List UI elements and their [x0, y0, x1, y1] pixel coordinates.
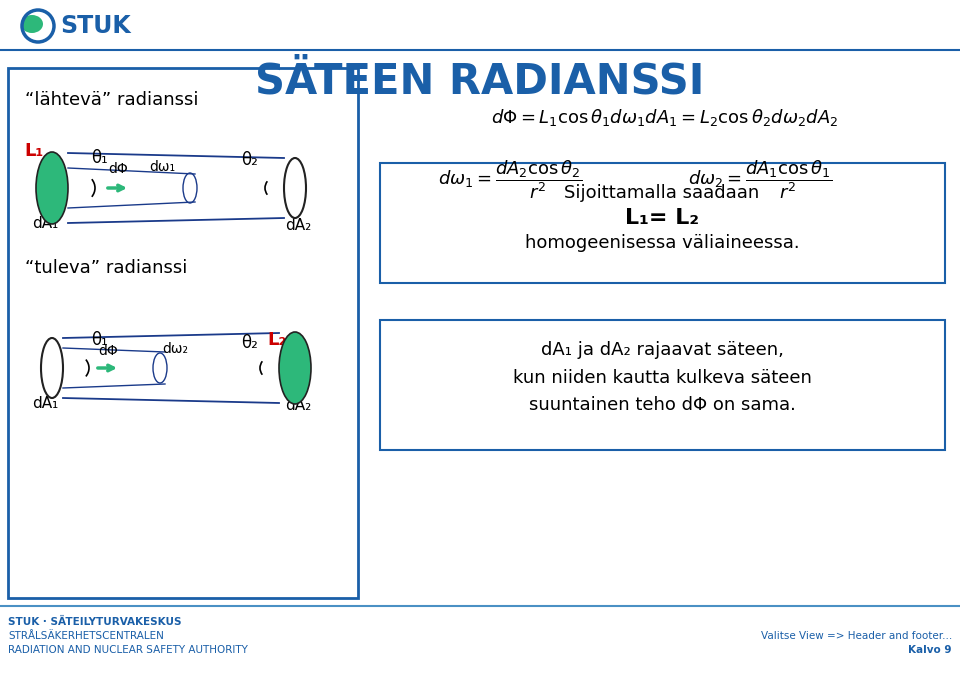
Ellipse shape — [21, 15, 43, 33]
Text: STUK · SÄTEILYTURVAKESKUS: STUK · SÄTEILYTURVAKESKUS — [8, 617, 181, 627]
Ellipse shape — [36, 152, 68, 224]
Text: $d\omega_1 = \dfrac{dA_2 \cos\theta_2}{r^2}$: $d\omega_1 = \dfrac{dA_2 \cos\theta_2}{r… — [438, 158, 582, 201]
Text: dΦ: dΦ — [108, 162, 128, 176]
Text: dA₁: dA₁ — [32, 216, 59, 232]
Text: “tuleva” radianssi: “tuleva” radianssi — [25, 259, 187, 277]
Text: L₂: L₂ — [268, 331, 287, 349]
Text: SÄTEEN RADIANSSI: SÄTEEN RADIANSSI — [255, 60, 705, 102]
Text: homogeenisessa väliaineessa.: homogeenisessa väliaineessa. — [525, 234, 800, 252]
Text: dA₁: dA₁ — [32, 396, 59, 412]
Text: STRÅLSÄKERHETSCENTRALEN: STRÅLSÄKERHETSCENTRALEN — [8, 631, 164, 641]
Text: Sijoittamalla saadaan: Sijoittamalla saadaan — [564, 184, 759, 202]
Bar — [380, 163, 945, 283]
Text: dω₁: dω₁ — [149, 160, 175, 174]
Text: $d\omega_2 = \dfrac{dA_1 \cos\theta_1}{r^2}$: $d\omega_2 = \dfrac{dA_1 \cos\theta_1}{r… — [688, 158, 832, 201]
Text: L₁: L₁ — [24, 142, 43, 160]
Text: θ₁: θ₁ — [91, 331, 108, 349]
Text: θ₁: θ₁ — [91, 149, 108, 167]
Text: Kalvo 9: Kalvo 9 — [908, 645, 952, 655]
Text: $d\Phi = L_1 \cos\theta_1 d\omega_1 dA_1 = L_2 \cos\theta_2 d\omega_2 dA_2$: $d\Phi = L_1 \cos\theta_1 d\omega_1 dA_1… — [492, 107, 839, 128]
Text: θ₂: θ₂ — [242, 151, 258, 169]
Text: RADIATION AND NUCLEAR SAFETY AUTHORITY: RADIATION AND NUCLEAR SAFETY AUTHORITY — [8, 645, 248, 655]
Text: “lähtevä” radianssi: “lähtevä” radianssi — [25, 91, 199, 109]
Text: θ₂: θ₂ — [242, 334, 258, 352]
Text: STUK: STUK — [60, 14, 131, 38]
Text: dA₂: dA₂ — [285, 218, 311, 234]
Text: dA₂: dA₂ — [285, 399, 311, 413]
Ellipse shape — [284, 158, 306, 218]
Text: dω₂: dω₂ — [162, 342, 188, 356]
Bar — [380, 320, 945, 450]
Text: suuntainen teho dΦ on sama.: suuntainen teho dΦ on sama. — [529, 396, 796, 414]
Text: dA₁ ja dA₂ rajaavat säteen,: dA₁ ja dA₂ rajaavat säteen, — [540, 341, 783, 359]
Ellipse shape — [41, 338, 63, 398]
Text: Valitse View => Header and footer...: Valitse View => Header and footer... — [760, 631, 952, 641]
Text: kun niiden kautta kulkeva säteen: kun niiden kautta kulkeva säteen — [513, 369, 811, 387]
Ellipse shape — [279, 332, 311, 404]
Text: L₁= L₂: L₁= L₂ — [625, 208, 699, 228]
Bar — [8, 68, 358, 598]
Text: dΦ: dΦ — [98, 344, 118, 358]
